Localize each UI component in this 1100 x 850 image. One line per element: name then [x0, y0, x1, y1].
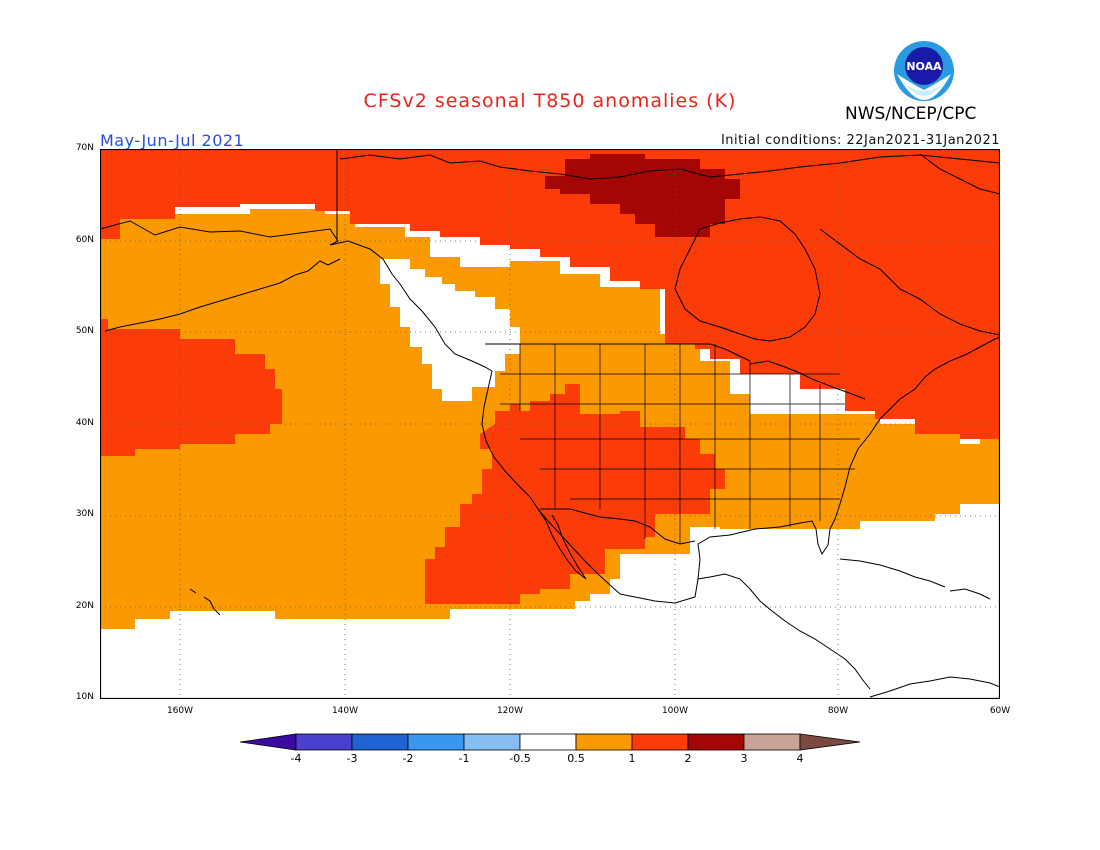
lat-label-30n: 30N [75, 509, 94, 519]
alaska-coast [100, 220, 493, 372]
map-frame [100, 149, 1000, 699]
lat-label-10n: 10N [75, 692, 94, 702]
noaa-logo: NOAA [894, 41, 954, 101]
lon-label-120w: 120W [496, 706, 524, 716]
lon-label-160w: 160W [166, 706, 194, 716]
colorbar-label: -4 [290, 752, 302, 765]
anomaly-region-1-2-north [100, 149, 1000, 439]
lon-label-60w: 60W [989, 706, 1011, 716]
cuba [839, 558, 946, 588]
graticule [100, 149, 1000, 699]
anomaly-region-neutral-pnw [380, 259, 520, 401]
colorbar-label: -2 [402, 752, 414, 765]
colorbar-label: 0.5 [567, 752, 585, 765]
west-coast-usa [481, 370, 621, 595]
lon-label-100w: 100W [661, 706, 689, 716]
forecast-period: May-Jun-Jul 2021 [100, 131, 245, 150]
us-canada-border [485, 343, 751, 362]
colorbar-lower-extend [239, 733, 297, 751]
mexico-gulf [619, 518, 836, 604]
hudson-bay [674, 216, 821, 342]
anomaly-region-1-2-pacific [100, 319, 282, 456]
noaa-logo-text: NOAA [906, 60, 942, 73]
colorbar-bin [687, 733, 745, 751]
agency-label: NWS/NCEP/CPC [845, 104, 977, 124]
greenland-edge [919, 153, 1000, 195]
hispaniola [949, 588, 991, 600]
south-america-coast [869, 676, 1000, 698]
great-lakes [749, 360, 866, 400]
yucatan [697, 573, 871, 690]
colorbar-label: -3 [346, 752, 358, 765]
state-borders [500, 344, 860, 544]
baja [537, 508, 587, 580]
colorbar-label: -0.5 [509, 752, 531, 765]
colorbar-bin [631, 733, 689, 751]
lat-label-40n: 40N [75, 418, 94, 428]
aleutians [104, 258, 341, 332]
east-coast [834, 336, 1000, 520]
colorbar [239, 733, 861, 751]
colorbar-bin [407, 733, 465, 751]
lat-label-50n: 50N [75, 326, 94, 336]
colorbar-label: 3 [740, 752, 748, 765]
colorbar-bin [743, 733, 801, 751]
colorbar-bin [351, 733, 409, 751]
lat-label-60n: 60N [75, 235, 94, 245]
anomaly-map [100, 149, 1000, 699]
lon-label-80w: 80W [827, 706, 849, 716]
coastlines [100, 153, 1000, 698]
colorbar-upper-extend [799, 733, 861, 751]
map-title: CFSv2 seasonal T850 anomalies (K) [363, 90, 737, 112]
colorbar-bin [519, 733, 577, 751]
arctic-coast [339, 154, 1000, 180]
colorbar-bin [575, 733, 633, 751]
colorbar-label: -1 [458, 752, 470, 765]
anomaly-region-2-3 [545, 154, 740, 237]
colorbar-label: 1 [628, 752, 636, 765]
lat-label-20n: 20N [75, 601, 94, 611]
colorbar-bin [463, 733, 521, 751]
political-borders [336, 149, 751, 545]
lon-label-140w: 140W [331, 706, 359, 716]
initial-conditions: Initial conditions: 22Jan2021-31Jan2021 [720, 133, 1000, 148]
colorbar-bin [295, 733, 353, 751]
anomaly-region-neutral-south [100, 504, 1000, 699]
lat-label-70n: 70N [75, 143, 94, 153]
colorbar-label: 2 [684, 752, 692, 765]
colorbar-label: 4 [796, 752, 804, 765]
us-mexico-border [540, 508, 696, 545]
hawaii [189, 588, 221, 616]
labrador [819, 228, 1000, 336]
